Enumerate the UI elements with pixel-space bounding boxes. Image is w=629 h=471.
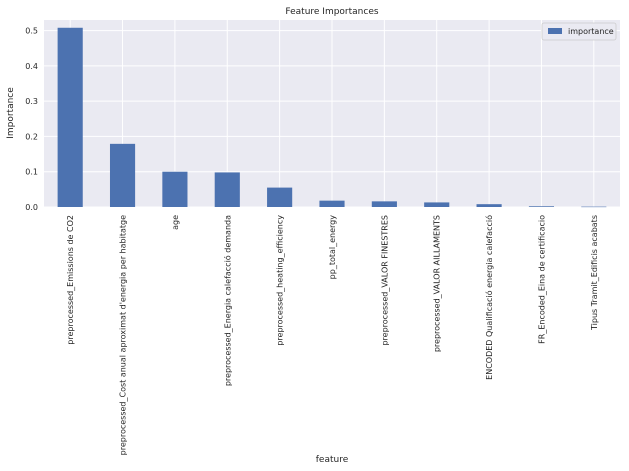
y-tick-label: 0.5: [25, 27, 38, 36]
grid-lines: [44, 20, 620, 208]
legend-box: [541, 22, 617, 41]
bar: [581, 206, 607, 208]
x-tick-label: preprocessed_Cost anual aproximat d'ener…: [119, 215, 128, 455]
bar: [162, 171, 188, 207]
bars: [57, 27, 607, 208]
y-tick-label: 0.0: [25, 203, 38, 212]
y-axis-ticks: 0.0 0.1 0.2 0.3 0.4 0.5: [25, 27, 38, 212]
x-tick-label: preprocessed_Energia calefacció demanda: [222, 215, 232, 386]
legend-label: importance: [568, 27, 614, 36]
x-tick-label: ENCODED Qualificació energia calefacció: [484, 215, 494, 380]
bar: [214, 172, 240, 207]
x-tick-label: Tipus Tramit_Edificis acabats: [590, 215, 599, 331]
bar: [476, 204, 502, 207]
x-tick-label: preprocessed_VALOR FINESTRES: [380, 215, 389, 346]
y-tick-label: 0.3: [25, 97, 38, 106]
y-axis-title: Importance: [6, 87, 16, 139]
x-tick-label: age: [171, 215, 180, 230]
bar: [267, 187, 293, 207]
bar: [528, 206, 555, 207]
bar: [371, 201, 397, 207]
chart-title: Feature Importances: [285, 7, 378, 17]
x-tick-label: pp_total_energy: [328, 215, 337, 280]
bar: [57, 27, 83, 207]
bar: [424, 202, 450, 207]
x-tick-label: FR_Encoded_Eina de certificacio: [537, 215, 546, 344]
y-tick-label: 0.2: [25, 132, 38, 141]
bar: [319, 200, 345, 207]
legend-swatch: [548, 28, 562, 34]
x-tick-label: preprocessed_heating_efficiency: [276, 215, 285, 346]
x-axis-ticks: preprocessed_Emissions de CO2 preprocesse…: [66, 215, 599, 456]
x-axis-title: feature: [316, 455, 349, 465]
bar: [109, 143, 136, 207]
y-tick-label: 0.1: [25, 168, 38, 177]
x-tick-label: preprocessed_VALOR AILLAMENTS: [433, 215, 442, 352]
y-tick-label: 0.4: [25, 62, 38, 71]
x-tick-label: preprocessed_Emissions de CO2: [66, 215, 75, 345]
legend: importance: [541, 22, 617, 41]
